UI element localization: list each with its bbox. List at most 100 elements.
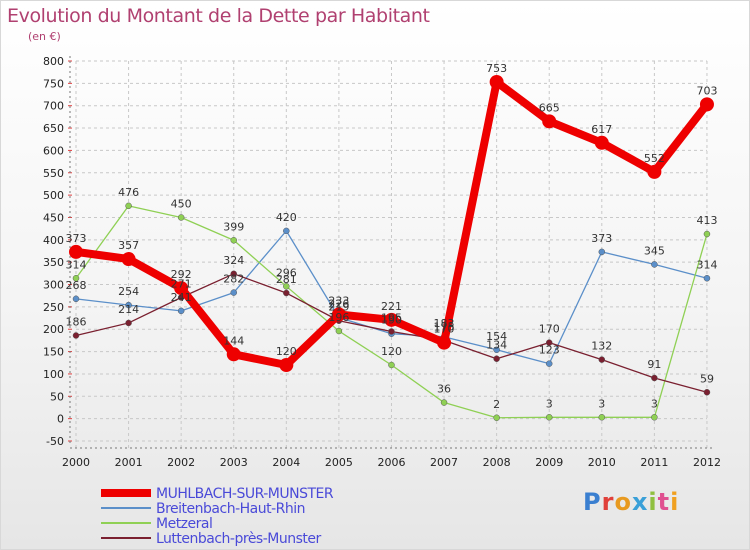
data-label: 314 <box>66 258 87 271</box>
logo-letter: i <box>648 488 658 516</box>
data-label: 36 <box>437 383 451 396</box>
data-label: 123 <box>539 344 560 357</box>
data-label: 271 <box>171 277 192 290</box>
data-point <box>121 252 136 267</box>
y-tick-label: 150 <box>43 346 64 359</box>
y-tick-label: 500 <box>43 189 64 202</box>
data-point <box>489 75 504 90</box>
y-tick-label: 200 <box>43 323 64 336</box>
data-label: 170 <box>539 323 560 336</box>
data-label: 282 <box>223 273 244 286</box>
data-point <box>279 358 294 372</box>
data-point <box>283 289 290 297</box>
data-label: 268 <box>66 279 87 292</box>
data-label: 226 <box>328 298 349 311</box>
y-tick-label: 550 <box>43 167 64 180</box>
data-label: 190 <box>381 314 402 327</box>
data-point <box>230 270 237 278</box>
data-point <box>230 237 237 244</box>
x-tick-label: 2006 <box>377 456 405 469</box>
data-point <box>542 114 557 129</box>
data-point <box>177 307 185 315</box>
data-label: 219 <box>328 301 349 314</box>
x-tick-label: 2012 <box>693 456 721 469</box>
y-tick-label: 600 <box>43 144 64 157</box>
data-point <box>437 335 452 350</box>
data-point <box>331 307 346 322</box>
y-tick-label: 450 <box>43 211 64 224</box>
data-point <box>703 389 711 396</box>
x-tick-label: 2008 <box>483 456 511 469</box>
data-label: 3 <box>651 397 658 410</box>
data-point <box>72 295 80 303</box>
logo-letter: i <box>670 488 680 516</box>
y-tick-label: 250 <box>43 301 64 314</box>
data-point <box>647 164 662 179</box>
data-point <box>72 275 80 282</box>
x-tick-label: 2010 <box>588 456 616 469</box>
y-tick-label: -50 <box>46 435 64 448</box>
data-point <box>651 261 658 268</box>
data-label: 665 <box>539 101 560 114</box>
x-tick-label: 2009 <box>535 456 563 469</box>
y-tick-label: 650 <box>43 122 64 135</box>
data-label: 357 <box>118 239 139 252</box>
x-tick-label: 2000 <box>62 456 90 469</box>
data-point <box>283 283 290 290</box>
logo-letter: r <box>601 488 615 516</box>
legend: MUHLBACH-SUR-MUNSTERBreitenbach-Haut-Rhi… <box>101 486 334 547</box>
data-label: 450 <box>171 197 192 210</box>
data-point <box>651 414 658 421</box>
data-point <box>703 275 711 282</box>
data-label: 281 <box>276 273 297 286</box>
data-label: 617 <box>591 123 612 136</box>
data-point <box>335 327 343 335</box>
data-point <box>72 332 80 339</box>
data-point <box>69 244 83 259</box>
data-label: 154 <box>486 330 507 343</box>
data-label: 292 <box>171 268 192 281</box>
data-point <box>703 230 711 238</box>
data-label: 241 <box>171 291 192 304</box>
data-label: 91 <box>647 358 661 371</box>
data-label: 132 <box>591 340 612 353</box>
logo-letter: o <box>614 488 632 516</box>
chart-title: Evolution du Montant de la Dette par Hab… <box>7 5 430 27</box>
data-label: 144 <box>223 334 244 347</box>
data-label: 134 <box>486 339 507 352</box>
data-label: 476 <box>118 186 139 199</box>
data-label: 373 <box>591 232 612 245</box>
data-label: 296 <box>276 266 297 279</box>
data-label: 183 <box>434 317 455 330</box>
data-label: 196 <box>328 311 349 324</box>
y-tick-label: 700 <box>43 100 64 113</box>
x-tick-label: 2011 <box>640 456 668 469</box>
axes: -50 0 50 100 150 200 250 300 350 400 450 500 550 600 6… <box>43 55 721 469</box>
y-tick-label: 50 <box>50 390 64 403</box>
legend-label: Luttenbach-près-Munster <box>156 531 321 547</box>
data-label: 373 <box>66 232 87 245</box>
data-point <box>545 414 553 421</box>
y-tick-label: 400 <box>43 234 64 247</box>
x-tick-label: 2002 <box>167 456 195 469</box>
data-label: 221 <box>381 300 402 313</box>
data-label: 3 <box>598 397 605 410</box>
data-labels: 268 254 241 282 420 226 190 183 154 123 373 345 314 3… <box>66 62 718 411</box>
data-label: 3 <box>546 397 553 410</box>
y-tick-label: 350 <box>43 256 64 269</box>
data-point <box>388 361 395 369</box>
data-label: 214 <box>118 303 139 316</box>
data-label: 420 <box>276 211 297 224</box>
data-label: 703 <box>696 84 717 97</box>
y-tick-label: 0 <box>57 413 64 426</box>
chart-subtitle: (en €) <box>28 30 61 43</box>
data-point <box>125 202 132 210</box>
data-point <box>545 339 553 346</box>
y-tick-label: 100 <box>43 368 64 381</box>
data-label: 120 <box>276 345 297 358</box>
data-point <box>598 414 606 421</box>
data-label: 170 <box>434 323 455 336</box>
x-tick-label: 2004 <box>272 456 300 469</box>
data-label: 413 <box>696 214 717 227</box>
